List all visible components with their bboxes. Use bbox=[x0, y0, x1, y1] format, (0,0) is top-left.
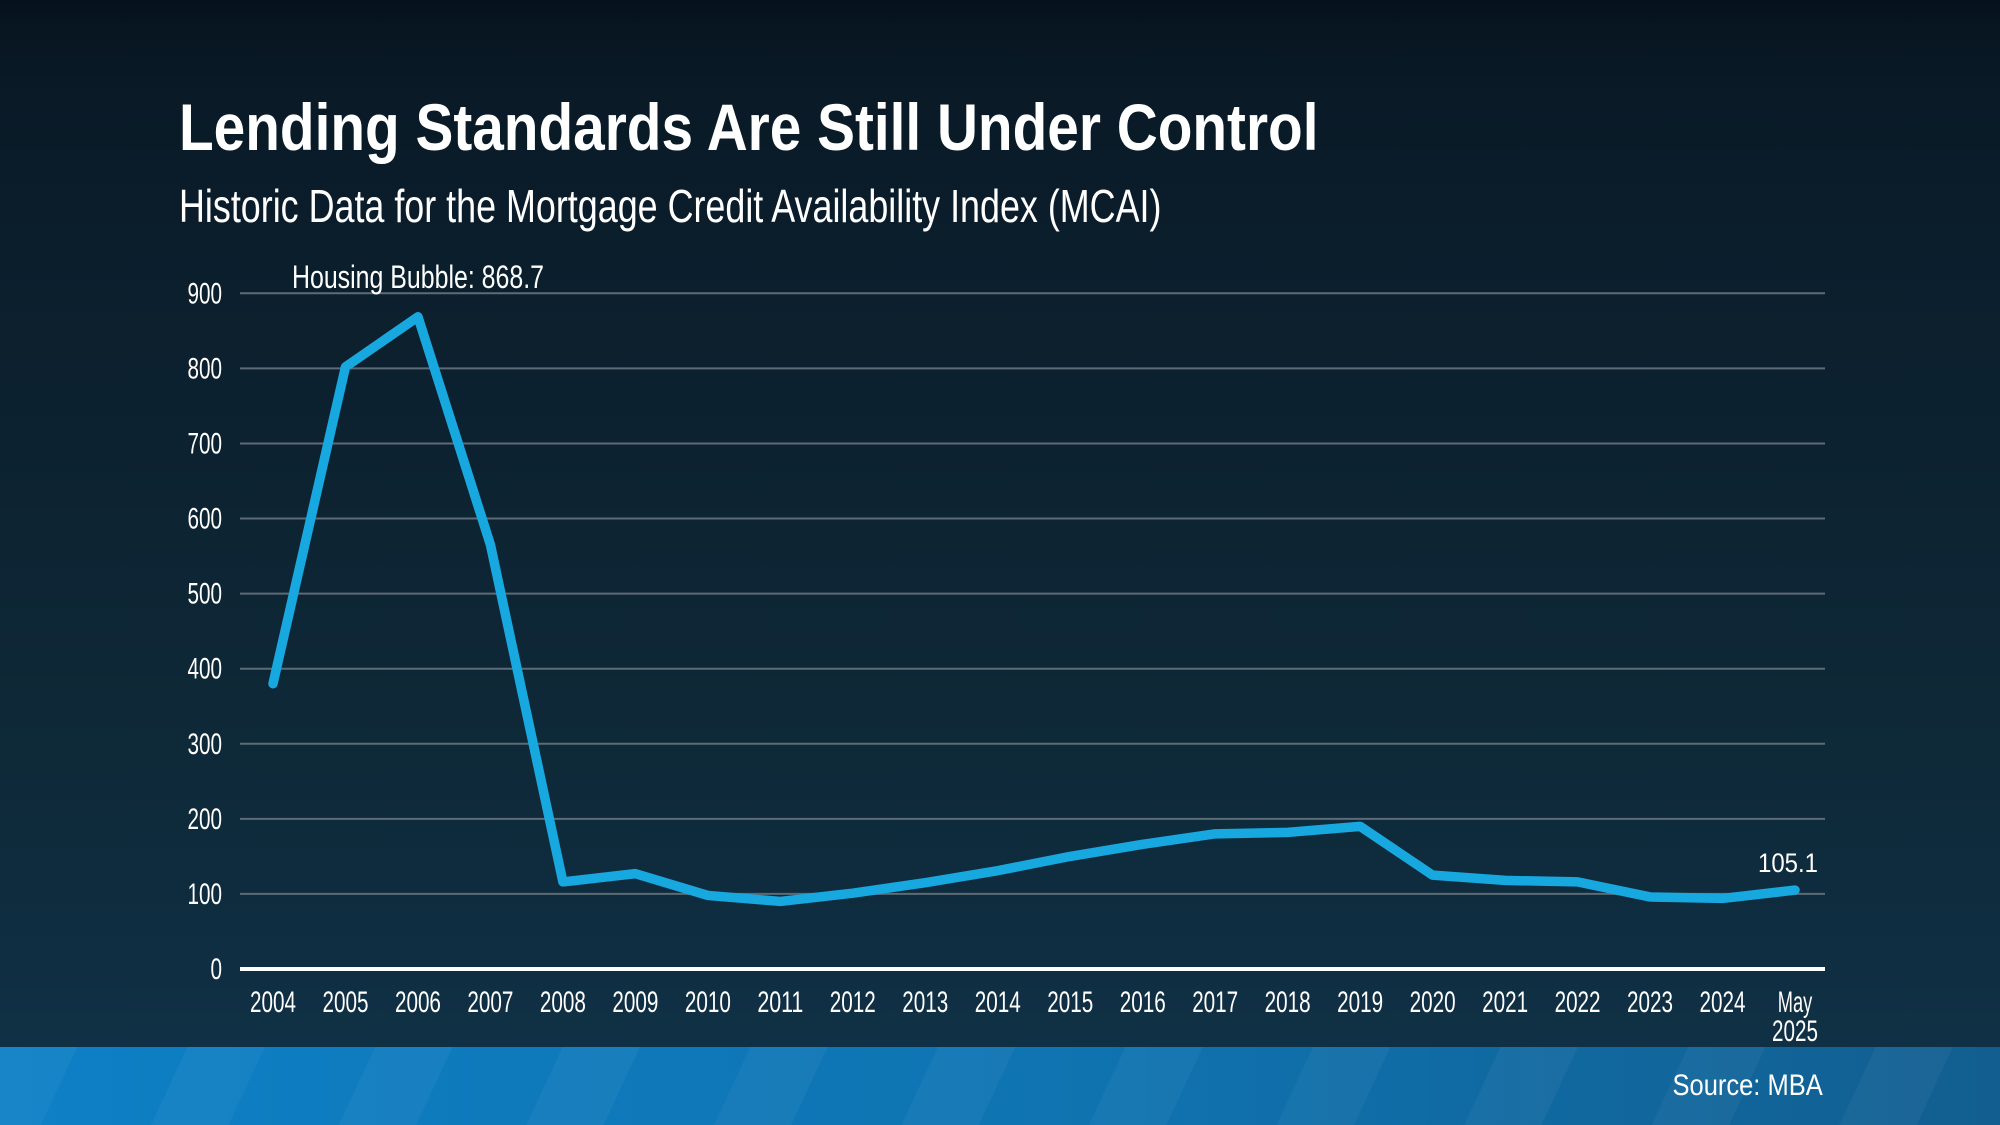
x-axis-tick-label: 2016 bbox=[1120, 986, 1166, 1019]
page-title: Lending Standards Are Still Under Contro… bbox=[179, 90, 1319, 164]
y-axis-tick-label: 500 bbox=[188, 578, 223, 611]
y-axis-tick-label: 100 bbox=[188, 878, 223, 911]
x-axis-tick-label: 2010 bbox=[685, 986, 731, 1019]
page-subtitle: Historic Data for the Mortgage Credit Av… bbox=[179, 180, 1162, 232]
x-axis-tick-label: 2017 bbox=[1192, 986, 1238, 1019]
x-axis-tick-label: 2020 bbox=[1410, 986, 1456, 1019]
x-axis-tick-label: 2009 bbox=[612, 986, 658, 1019]
x-axis-tick-label: 2005 bbox=[322, 986, 368, 1019]
x-axis-tick-label: 2004 bbox=[250, 986, 296, 1019]
annotation-housing-bubble: Housing Bubble: 868.7 bbox=[292, 259, 544, 295]
source-bar: Source: MBA bbox=[0, 1047, 2000, 1125]
x-axis-tick-label: 2006 bbox=[395, 986, 441, 1019]
x-axis-tick-label: 2012 bbox=[830, 986, 876, 1019]
x-axis-tick-label: May 2025 bbox=[1772, 986, 1818, 1048]
x-axis-tick-label: 2024 bbox=[1700, 986, 1746, 1019]
y-axis-tick-label: 700 bbox=[188, 427, 223, 460]
x-axis-tick-label: 2015 bbox=[1047, 986, 1093, 1019]
y-axis-tick-label: 900 bbox=[188, 277, 223, 310]
x-axis-tick-label: 2023 bbox=[1627, 986, 1673, 1019]
y-axis-tick-label: 400 bbox=[188, 653, 223, 686]
x-axis-tick-label: 2014 bbox=[975, 986, 1021, 1019]
source-label: Source: MBA bbox=[1672, 1069, 1823, 1102]
y-axis-tick-label: 800 bbox=[188, 352, 223, 385]
mcai-line bbox=[268, 312, 1800, 907]
x-axis-tick-label: 2022 bbox=[1555, 986, 1601, 1019]
y-axis-tick-label: 600 bbox=[188, 503, 223, 536]
y-axis-tick-label: 300 bbox=[188, 728, 223, 761]
x-axis-tick-label: 2021 bbox=[1482, 986, 1528, 1019]
y-axis-tick-label: 200 bbox=[188, 803, 223, 836]
y-axis-tick-label: 0 bbox=[211, 953, 223, 986]
x-axis-tick-label: 2011 bbox=[757, 986, 803, 1019]
x-axis-tick-label: 2008 bbox=[540, 986, 586, 1019]
annotation-current-value: 105.1 bbox=[1758, 848, 1818, 878]
x-axis-tick-label: 2007 bbox=[467, 986, 513, 1019]
x-axis-tick-label: 2013 bbox=[902, 986, 948, 1019]
x-axis-tick-label: 2018 bbox=[1265, 986, 1311, 1019]
x-axis-tick-label: 2019 bbox=[1337, 986, 1383, 1019]
